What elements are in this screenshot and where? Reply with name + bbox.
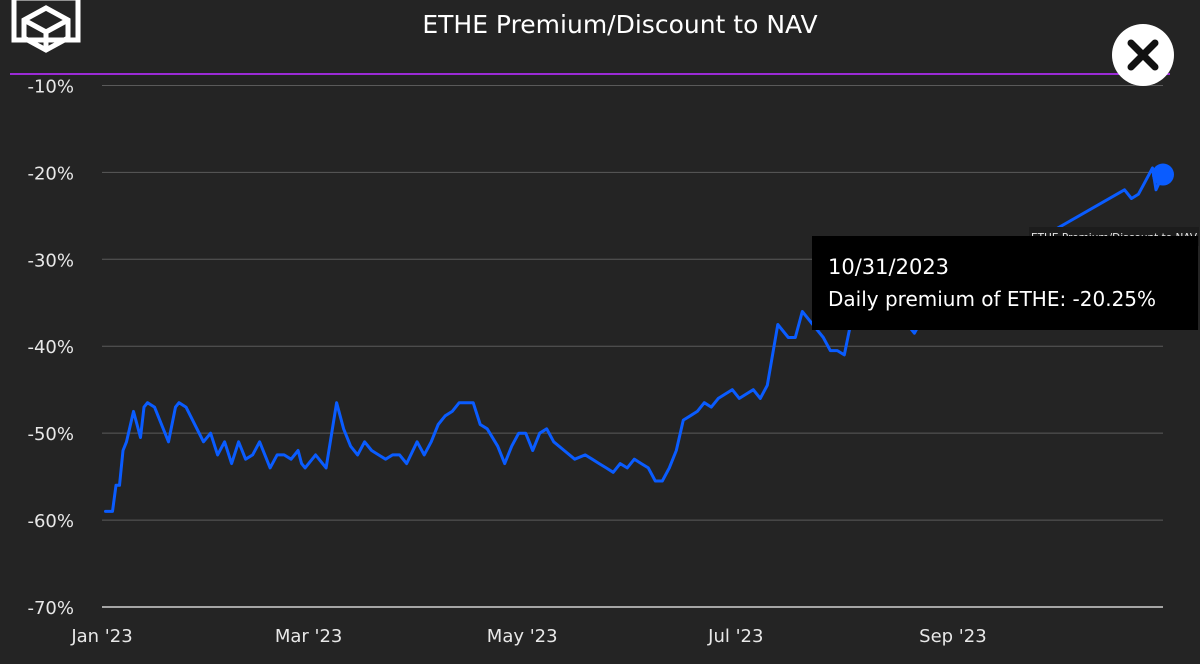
series-line	[104, 166, 1165, 513]
y-tick-label: -50%	[27, 424, 74, 445]
y-tick-label: -30%	[27, 250, 74, 271]
highlighted-point[interactable]	[1152, 163, 1174, 186]
x-axis-ticks: Jan '23 Mar '23 May '23 Jul '23 Sep '23	[70, 626, 986, 647]
grid-lines	[102, 84, 1163, 608]
x-tick-label: Mar '23	[275, 626, 343, 647]
tooltip-value: Daily premium of ETHE: -20.25%	[828, 287, 1156, 311]
x-tick-label: May '23	[487, 626, 558, 647]
tooltip-box	[812, 236, 1198, 330]
series-layer	[104, 163, 1174, 513]
close-button[interactable]	[1112, 24, 1174, 86]
close-icon	[1127, 39, 1159, 71]
x-tick-label: Jul '23	[707, 626, 763, 647]
y-axis-ticks: -10% -20% -30% -40% -50% -60% -70%	[27, 76, 74, 619]
cube-logo-icon	[11, 0, 81, 53]
tooltip-date: 10/31/2023	[828, 255, 949, 279]
y-tick-label: -60%	[27, 511, 74, 532]
y-tick-label: -70%	[27, 598, 74, 619]
x-tick-label: Jan '23	[70, 626, 132, 647]
y-tick-label: -10%	[27, 76, 74, 97]
chart-title: ETHE Premium/Discount to NAV	[422, 10, 817, 39]
x-tick-label: Sep '23	[919, 626, 987, 647]
tooltip: ETHE Premium/Discount to NAV 10/31/2023 …	[812, 227, 1199, 330]
y-tick-label: -20%	[27, 163, 74, 184]
y-tick-label: -40%	[27, 337, 74, 358]
